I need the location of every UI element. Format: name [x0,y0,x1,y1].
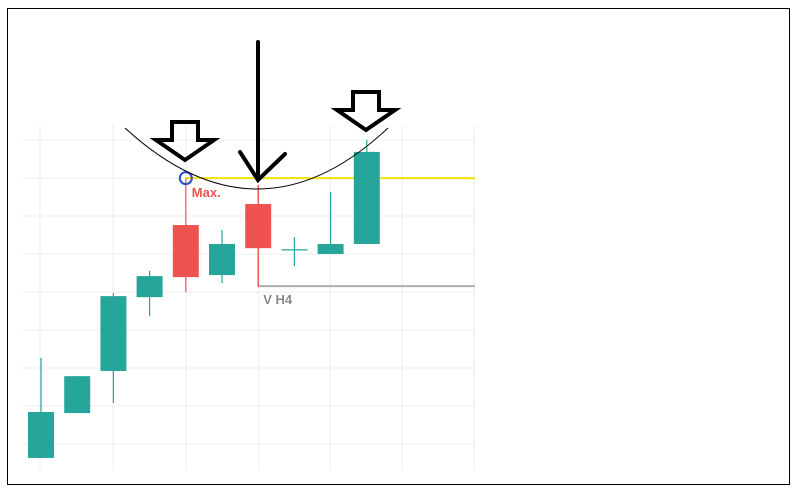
down-arrow [330,90,402,133]
max-marker [178,171,193,186]
candle-body [64,376,91,414]
candle-body [317,244,344,255]
level-label: Max. [192,185,221,200]
candle-body [209,244,235,276]
candle-body [136,276,163,298]
candle-body [100,296,127,371]
arc [124,127,389,190]
candle-body [28,412,54,458]
long-arrow [238,40,287,184]
candle-body [353,151,380,245]
frame [7,8,790,485]
candle-body [172,225,199,278]
annotations [124,40,402,190]
plot: Max. V H4 [28,139,475,458]
level-label: V H4 [263,292,293,307]
down-arrow [149,120,221,163]
